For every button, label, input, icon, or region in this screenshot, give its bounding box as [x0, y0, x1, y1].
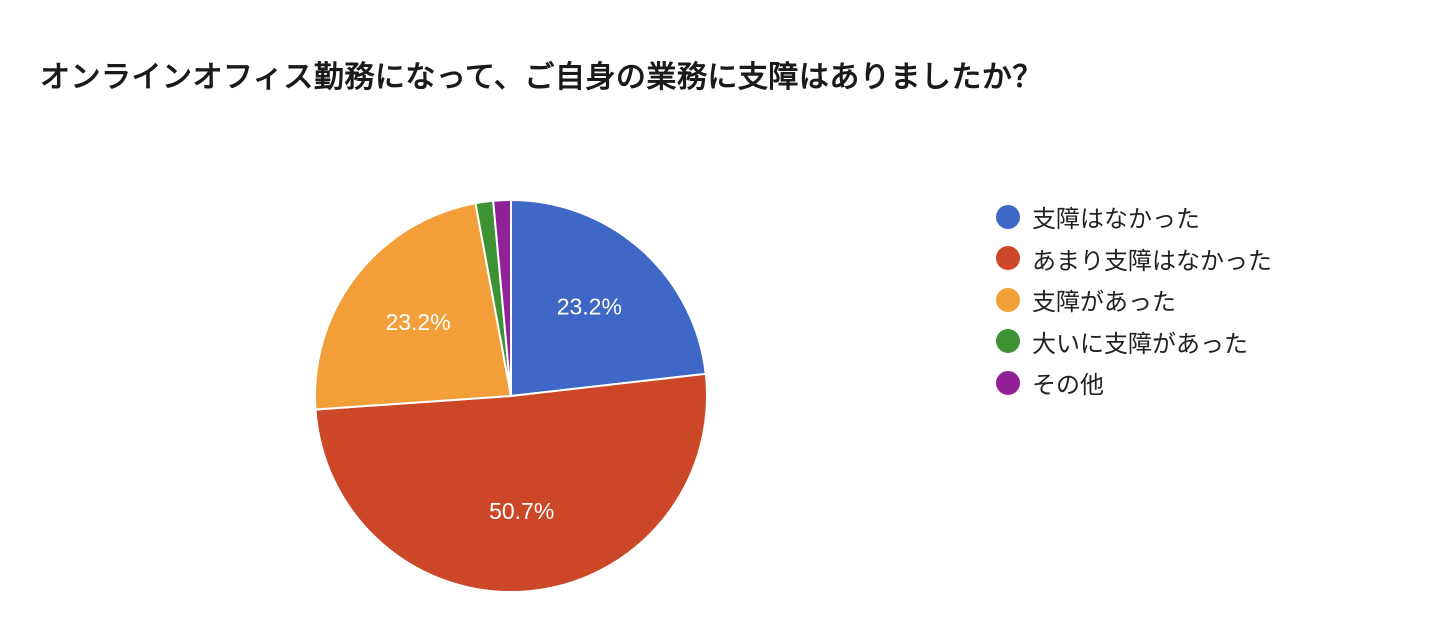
pie-slice — [314, 372, 708, 593]
legend-item: その他 — [996, 362, 1272, 404]
chart-title: オンラインオフィス勤務になって、ご自身の業務に支障はありましたか？ — [40, 60, 1043, 95]
pie-slice — [492, 198, 512, 397]
slice-label: 23.2% — [557, 293, 622, 319]
legend-label: 支障があった — [1032, 288, 1176, 317]
legend-item: あまり支障はなかった — [996, 238, 1272, 280]
legend-item: 大いに支障があった — [996, 321, 1272, 363]
legend: 支障はなかったあまり支障はなかった 支障があった大いに支障があった その他 — [996, 196, 1272, 404]
legend-item: 支障はなかった — [996, 196, 1272, 238]
legend-swatch — [996, 329, 1020, 354]
legend-swatch — [996, 204, 1020, 229]
legend-label: 支障はなかった — [1032, 205, 1200, 234]
pie-slice — [510, 198, 707, 398]
legend-label: その他 — [1032, 371, 1104, 400]
legend-label: 大いに支障があった — [1032, 329, 1248, 358]
legend-label: あまり支障はなかった — [1032, 246, 1272, 275]
pie-slice — [314, 202, 513, 411]
slice-label: 23.2% — [385, 309, 450, 335]
slice-label: 50.7% — [489, 498, 554, 524]
legend-swatch — [996, 370, 1020, 395]
legend-item: 支障があった — [996, 279, 1272, 321]
legend-swatch — [996, 287, 1020, 312]
legend-swatch — [996, 246, 1020, 271]
